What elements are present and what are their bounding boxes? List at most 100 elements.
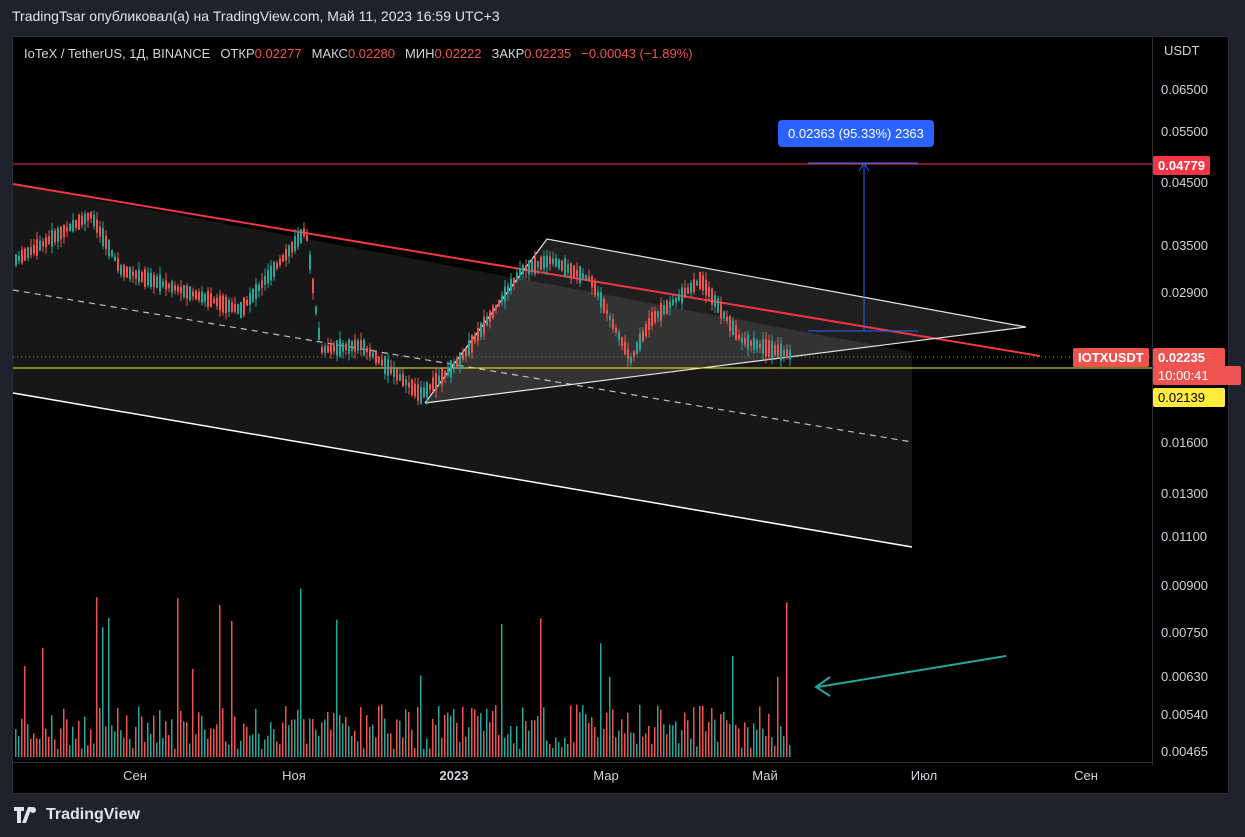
volume-bar — [786, 602, 788, 757]
volume-bar — [516, 725, 518, 757]
volume-bar — [54, 739, 56, 757]
candle-body — [591, 276, 593, 288]
volume-bar — [195, 734, 197, 757]
candle-body — [504, 286, 506, 302]
volume-bar — [312, 718, 314, 757]
candle-body — [417, 384, 419, 401]
candle-body — [261, 280, 263, 288]
volume-bar — [177, 598, 179, 757]
volume-bar — [84, 716, 86, 757]
candle-body — [285, 249, 287, 261]
volume-bar — [60, 728, 62, 757]
candle-body — [201, 291, 203, 303]
resistance-price-badge: 0.04779 — [1153, 156, 1210, 175]
volume-bar — [132, 747, 134, 757]
volume-bar — [153, 715, 155, 757]
volume-bar — [366, 714, 368, 757]
triangle-area — [425, 239, 1026, 403]
measure-label[interactable]: 0.02363 (95.33%) 2363 — [778, 120, 934, 147]
volume-bar — [288, 725, 290, 757]
volume-bar — [684, 712, 686, 757]
volume-bar — [666, 734, 668, 757]
volume-bar — [438, 706, 440, 757]
candle-body — [555, 258, 557, 267]
candle-body — [672, 299, 674, 306]
volume-bar — [738, 728, 740, 757]
volume-bar — [573, 742, 575, 757]
candle-body — [738, 334, 740, 340]
candle-body — [213, 298, 215, 304]
volume-bar — [408, 711, 410, 757]
chart-pane[interactable] — [12, 36, 1229, 794]
candle-body — [435, 373, 437, 391]
volume-bar — [276, 741, 278, 757]
candle-body — [699, 271, 701, 290]
candle-body — [705, 279, 707, 296]
candle-body — [351, 341, 353, 352]
volume-bar — [213, 728, 215, 757]
candle-body — [348, 339, 350, 354]
candle-body — [294, 236, 296, 252]
volume-bar — [369, 727, 371, 757]
volume-bar — [459, 742, 461, 757]
candle-body — [210, 293, 212, 307]
candle-body — [567, 264, 569, 273]
volume-bar — [387, 733, 389, 757]
candle-body — [684, 288, 686, 298]
volume-bar — [414, 748, 416, 757]
volume-bar — [675, 721, 677, 757]
volume-bar — [297, 709, 299, 757]
volume-bar — [567, 743, 569, 757]
candle-body — [330, 343, 332, 354]
candle-body — [321, 347, 323, 353]
volume-bar — [36, 738, 38, 757]
volume-bar — [282, 722, 284, 757]
candle-body — [621, 337, 623, 347]
volume-bar — [678, 743, 680, 757]
volume-bar — [720, 714, 722, 757]
volume-bar — [303, 719, 305, 757]
volume-bar — [246, 726, 248, 757]
volume-bar — [204, 729, 206, 757]
time-axis[interactable] — [13, 762, 1152, 794]
price-axis[interactable] — [1152, 37, 1229, 765]
candle-body — [558, 259, 560, 269]
candle-body — [387, 359, 389, 376]
candle-body — [732, 320, 734, 336]
volume-bar — [18, 736, 20, 757]
candle-body — [495, 305, 497, 310]
candle-body — [552, 258, 554, 264]
volume-bar — [465, 736, 467, 757]
footer-brand[interactable]: TradingView — [14, 806, 140, 824]
volume-bar — [783, 735, 785, 757]
volume-bar — [612, 709, 614, 757]
volume-bar — [690, 738, 692, 757]
candle-body — [666, 300, 668, 314]
volume-bar — [81, 748, 83, 757]
volume-bar — [693, 707, 695, 757]
volume-bar — [618, 730, 620, 757]
candle-body — [612, 319, 614, 329]
volume-bar — [498, 734, 500, 757]
candle-body — [378, 357, 380, 363]
volume-bar — [273, 729, 275, 757]
volume-bar — [114, 731, 116, 757]
volume-bar — [384, 718, 386, 757]
volume-bar — [360, 707, 362, 757]
volume-bar — [330, 729, 332, 757]
candle-body — [354, 339, 356, 352]
candle-body — [237, 304, 239, 314]
volume-bar — [426, 738, 428, 757]
symbol-legend: IoTeX / TetherUS, 1Д, BINANCE ОТКР0.02277… — [24, 46, 693, 61]
volume-bar — [486, 708, 488, 757]
price-tick: 0.06500 — [1161, 82, 1208, 97]
volume-bar — [702, 705, 704, 757]
volume-bar — [507, 734, 509, 757]
candle-body — [222, 295, 224, 313]
candle-body — [471, 334, 473, 353]
volume-bar — [669, 724, 671, 757]
volume-bar — [318, 735, 320, 757]
candle-body — [177, 286, 179, 292]
volume-layer — [15, 588, 791, 757]
